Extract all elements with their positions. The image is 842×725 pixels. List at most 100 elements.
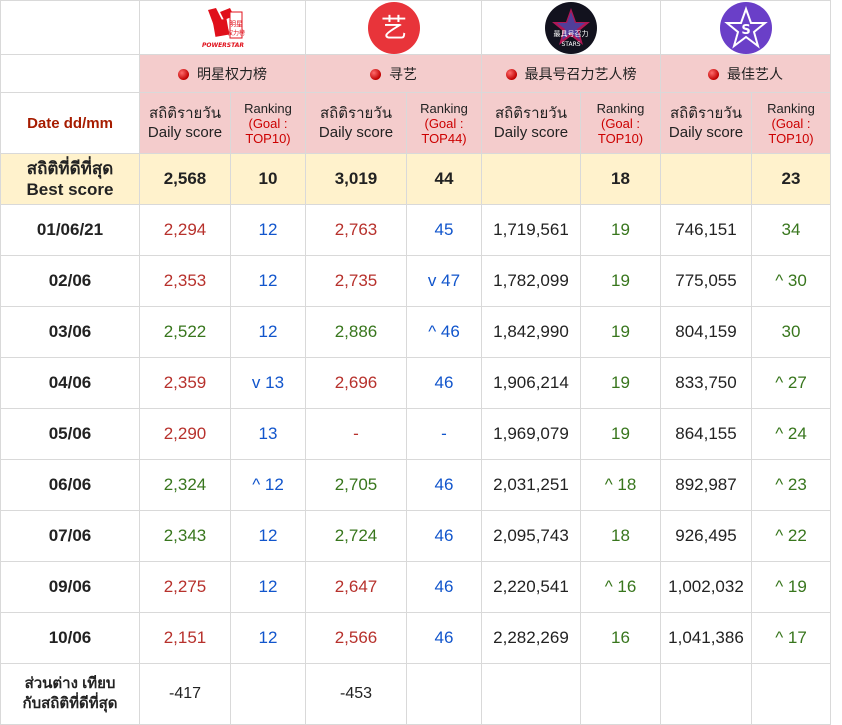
ranking-cell: 34: [751, 204, 831, 256]
daily-score-cell: -: [305, 408, 407, 460]
date-cell: 05/06: [0, 408, 140, 460]
best-score-row: สถิติที่ดีที่สุด Best score 2,568 10 3,01…: [0, 153, 831, 205]
daily-score-cell: 1,719,561: [481, 204, 581, 256]
daily-score-cell: 2,151: [139, 612, 231, 664]
table-row: 05/06 2,290 13- -1,969,079 19 864,155 ^ 24: [0, 408, 831, 460]
platform-row: 明星权力榜 寻艺 最具号召力艺人榜 最佳艺人: [0, 54, 831, 93]
date-cell: 03/06: [0, 306, 140, 358]
daily-score-cell: 804,159: [660, 306, 752, 358]
date-cell: 07/06: [0, 510, 140, 562]
best-score-cell: 3,019: [305, 153, 407, 205]
daily-score-header: สถิติรายวัน Daily score: [305, 92, 407, 154]
svg-text:明星: 明星: [229, 20, 243, 28]
ranking-cell: 19: [580, 306, 661, 358]
daily-score-cell: 2,735: [305, 255, 407, 307]
ranking-cell: ^ 46: [406, 306, 482, 358]
ranking-cell: 12: [230, 612, 306, 664]
difference-cell: -453: [305, 663, 407, 725]
ranking-cell: 46: [406, 459, 482, 511]
ranking-header: Ranking (Goal : TOP44): [406, 92, 482, 154]
table-row: 04/06 2,359 v 13 2,696 46 1,906,214 19 833,750 ^…: [0, 357, 831, 409]
ranking-cell: 18: [580, 510, 661, 562]
ranking-cell: 19: [580, 204, 661, 256]
daily-score-cell: 2,359: [139, 357, 231, 409]
difference-cell: -417: [139, 663, 231, 725]
platform-header-1: 明星权力榜: [139, 54, 306, 93]
daily-score-cell: 2,566: [305, 612, 407, 664]
difference-cell: [230, 663, 306, 725]
best-score-cell: 44: [406, 153, 482, 205]
daily-score-header: สถิติรายวัน Daily score: [660, 92, 752, 154]
daily-score-cell: 2,031,251: [481, 459, 581, 511]
ranking-cell: 19: [580, 255, 661, 307]
best-score-cell: [481, 153, 581, 205]
table-row: 03/06 2,522 12 2,886 ^ 46 1,842,990 19 804,159 3…: [0, 306, 831, 358]
ranking-cell: 45: [406, 204, 482, 256]
ranking-cell: ^ 27: [751, 357, 831, 409]
ranking-cell: ^ 24: [751, 408, 831, 460]
ranking-cell: 46: [406, 357, 482, 409]
daily-score-cell: 2,290: [139, 408, 231, 460]
date-header: Date dd/mm: [0, 92, 140, 154]
platform-header-2: 寻艺: [305, 54, 482, 93]
ranking-cell: 46: [406, 561, 482, 613]
difference-cell: [481, 663, 581, 725]
ranking-cell: 12: [230, 255, 306, 307]
svg-text:最具号召力: 最具号召力: [554, 29, 589, 38]
date-cell: 01/06/21: [0, 204, 140, 256]
ranking-cell: ^ 12: [230, 459, 306, 511]
ranking-header: Ranking (Goal : TOP10): [230, 92, 306, 154]
best-score-cell: 10: [230, 153, 306, 205]
table-row: 01/06/21 2,294 12 2,763 45 1,719,561 19 746,151…: [0, 204, 831, 256]
date-cell: 06/06: [0, 459, 140, 511]
data-rows: 01/06/21 2,294 12 2,763 45 1,719,561 19 746,151…: [0, 204, 831, 664]
table-row: 07/06 2,343 12 2,724 46 2,095,743 18 926,495 ^ 2…: [0, 510, 831, 562]
daily-score-cell: 2,220,541: [481, 561, 581, 613]
daily-score-cell: 2,095,743: [481, 510, 581, 562]
best-score-cell: 23: [751, 153, 831, 205]
difference-cell: [406, 663, 482, 725]
ranking-header: Ranking (Goal : TOP10): [751, 92, 831, 154]
daily-score-cell: 2,647: [305, 561, 407, 613]
date-cell: 10/06: [0, 612, 140, 664]
daily-score-cell: 2,294: [139, 204, 231, 256]
best-artist-logo: S: [719, 1, 772, 54]
ranking-cell: 46: [406, 612, 482, 664]
daily-score-cell: 1,782,099: [481, 255, 581, 307]
table-row: 09/06 2,275 12 2,647 46 2,220,541 ^ 16 1,002,03…: [0, 561, 831, 613]
daily-score-cell: 1,906,214: [481, 357, 581, 409]
ranking-cell: ^ 23: [751, 459, 831, 511]
xunyi-logo: 艺: [367, 1, 420, 54]
daily-score-cell: 746,151: [660, 204, 752, 256]
date-cell: 09/06: [0, 561, 140, 613]
ranking-cell: ^ 18: [580, 459, 661, 511]
date-cell: 02/06: [0, 255, 140, 307]
date-cell: 04/06: [0, 357, 140, 409]
daily-score-cell: 2,282,269: [481, 612, 581, 664]
daily-score-cell: 2,886: [305, 306, 407, 358]
platform-header-3: 最具号召力艺人榜: [481, 54, 661, 93]
ranking-cell: 12: [230, 204, 306, 256]
daily-score-cell: 2,763: [305, 204, 407, 256]
best-artist-logo-cell: S: [660, 0, 831, 55]
best-score-cell: 2,568: [139, 153, 231, 205]
column-header-row: Date dd/mm สถิติรายวัน Daily score Rankin…: [0, 92, 831, 154]
difference-cell: [580, 663, 661, 725]
best-score-cell: [660, 153, 752, 205]
ranking-cell: 19: [580, 357, 661, 409]
best-score-label: สถิติที่ดีที่สุด Best score: [0, 153, 140, 205]
ranking-cell: ^ 30: [751, 255, 831, 307]
ranking-cell: 46: [406, 510, 482, 562]
ranking-cell: v 47: [406, 255, 482, 307]
ranking-cell: 12: [230, 510, 306, 562]
table-row: 06/06 2,324 ^ 12 2,705 46 2,031,251 ^ 18 892,98…: [0, 459, 831, 511]
daily-score-cell: 2,705: [305, 459, 407, 511]
svg-text:艺: 艺: [380, 14, 406, 44]
ranking-cell: ^ 22: [751, 510, 831, 562]
daily-score-cell: 2,343: [139, 510, 231, 562]
table-row: 10/06 2,151 12 2,566 46 2,282,269 16 1,041,386 ^…: [0, 612, 831, 664]
ranking-cell: v 13: [230, 357, 306, 409]
daily-score-header: สถิติรายวัน Daily score: [481, 92, 581, 154]
daily-score-cell: 1,002,032: [660, 561, 752, 613]
